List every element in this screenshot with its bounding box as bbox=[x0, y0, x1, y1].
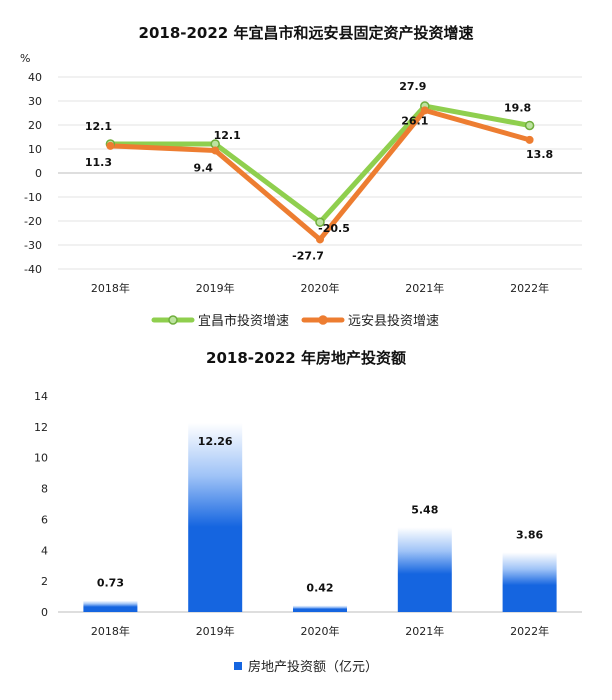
y-tick-label: 0 bbox=[35, 167, 42, 180]
y-tick-label: 8 bbox=[41, 483, 48, 496]
y-tick-label: -10 bbox=[24, 191, 42, 204]
x-tick-label: 2020年 bbox=[301, 624, 340, 638]
data-label: 12.1 bbox=[214, 129, 241, 142]
y-tick-label: 0 bbox=[41, 606, 48, 619]
data-label: 26.1 bbox=[401, 114, 428, 127]
x-tick-label: 2019年 bbox=[196, 624, 235, 638]
data-label: 11.3 bbox=[85, 156, 112, 169]
series-point bbox=[106, 141, 115, 150]
legend-label: 远安县投资增速 bbox=[348, 313, 439, 329]
x-tick-label: 2018年 bbox=[91, 281, 130, 295]
data-label: -20.5 bbox=[318, 222, 350, 235]
data-label: 9.4 bbox=[193, 161, 213, 174]
y-tick-label: 10 bbox=[34, 452, 48, 465]
series-point bbox=[315, 217, 325, 227]
series-point bbox=[316, 235, 324, 244]
bar-chart: 2018-2022 年房地产投资额 14 12 10 8 6 4 2 0 2018年 2019年… bbox=[34, 349, 582, 675]
y-tick-label: 12 bbox=[34, 421, 48, 434]
bar bbox=[397, 527, 452, 612]
y-tick-label: 6 bbox=[41, 513, 48, 526]
legend-marker bbox=[168, 315, 178, 325]
bar-chart-data-labels: 0.73 12.26 0.42 5.48 3.86 bbox=[97, 435, 544, 595]
bar-chart-y-axis: 14 12 10 8 6 4 2 0 bbox=[34, 390, 582, 619]
bar-chart-title: 2018-2022 年房地产投资额 bbox=[206, 349, 406, 367]
data-label: 0.73 bbox=[97, 577, 124, 590]
x-tick-label: 2021年 bbox=[405, 624, 444, 638]
bar bbox=[188, 422, 243, 612]
x-tick-label: 2019年 bbox=[196, 281, 235, 295]
y-tick-label: 14 bbox=[34, 390, 48, 403]
legend-swatch bbox=[234, 662, 242, 670]
line-chart-series bbox=[105, 101, 535, 244]
data-label: 12.1 bbox=[85, 120, 112, 133]
y-tick-label: 20 bbox=[28, 119, 42, 132]
line-chart: 2018-2022 年宜昌市和远安县固定资产投资增速 % 40 30 20 10 0 -1… bbox=[20, 24, 582, 329]
y-tick-label: -30 bbox=[24, 239, 42, 252]
bar-chart-x-axis: 2018年 2019年 2020年 2021年 2022年 bbox=[91, 624, 549, 638]
line-chart-title: 2018-2022 年宜昌市和远安县固定资产投资增速 bbox=[139, 24, 474, 42]
line-chart-legend: 宜昌市投资增速 远安县投资增速 bbox=[151, 313, 439, 329]
data-label: 12.26 bbox=[198, 435, 233, 448]
y-tick-label: 30 bbox=[28, 95, 42, 108]
data-label: 27.9 bbox=[399, 80, 426, 93]
line-chart-x-axis: 2018年 2019年 2020年 2021年 2022年 bbox=[91, 281, 549, 295]
y-tick-label: 10 bbox=[28, 143, 42, 156]
bar-chart-legend: 房地产投资额（亿元） bbox=[234, 659, 378, 675]
legend-label: 宜昌市投资增速 bbox=[198, 313, 289, 329]
data-label: 3.86 bbox=[516, 528, 543, 541]
bar bbox=[83, 600, 138, 612]
y-tick-label: -20 bbox=[24, 215, 42, 228]
x-tick-label: 2022年 bbox=[510, 281, 549, 295]
line-chart-data-labels: 12.1 12.1 -20.5 27.9 19.8 11.3 9.4 -27.7 26.1 13.… bbox=[85, 80, 553, 262]
x-tick-label: 2022年 bbox=[510, 624, 549, 638]
series-point bbox=[420, 106, 429, 115]
data-label: 0.42 bbox=[306, 582, 333, 595]
data-label: -27.7 bbox=[292, 249, 324, 262]
x-tick-label: 2018年 bbox=[91, 624, 130, 638]
bar-chart-bars bbox=[83, 422, 557, 612]
data-label: 19.8 bbox=[504, 101, 531, 114]
bar bbox=[293, 605, 347, 612]
x-tick-label: 2021年 bbox=[405, 281, 444, 295]
series-point bbox=[211, 146, 220, 155]
x-tick-label: 2020年 bbox=[301, 281, 340, 295]
y-tick-label: 4 bbox=[41, 544, 48, 557]
data-label: 5.48 bbox=[411, 503, 438, 516]
y-tick-label: 40 bbox=[28, 71, 42, 84]
series-point bbox=[525, 135, 534, 144]
legend-marker bbox=[318, 315, 328, 325]
y-tick-label: 2 bbox=[41, 575, 48, 588]
data-label: 13.8 bbox=[526, 148, 553, 161]
bar bbox=[502, 552, 557, 612]
line-chart-ylabel: % bbox=[20, 52, 30, 65]
series-point bbox=[524, 120, 535, 131]
y-tick-label: -40 bbox=[24, 263, 42, 276]
line-chart-y-axis: 40 30 20 10 0 -10 -20 -30 -40 bbox=[24, 71, 42, 276]
legend-label: 房地产投资额（亿元） bbox=[248, 659, 378, 675]
